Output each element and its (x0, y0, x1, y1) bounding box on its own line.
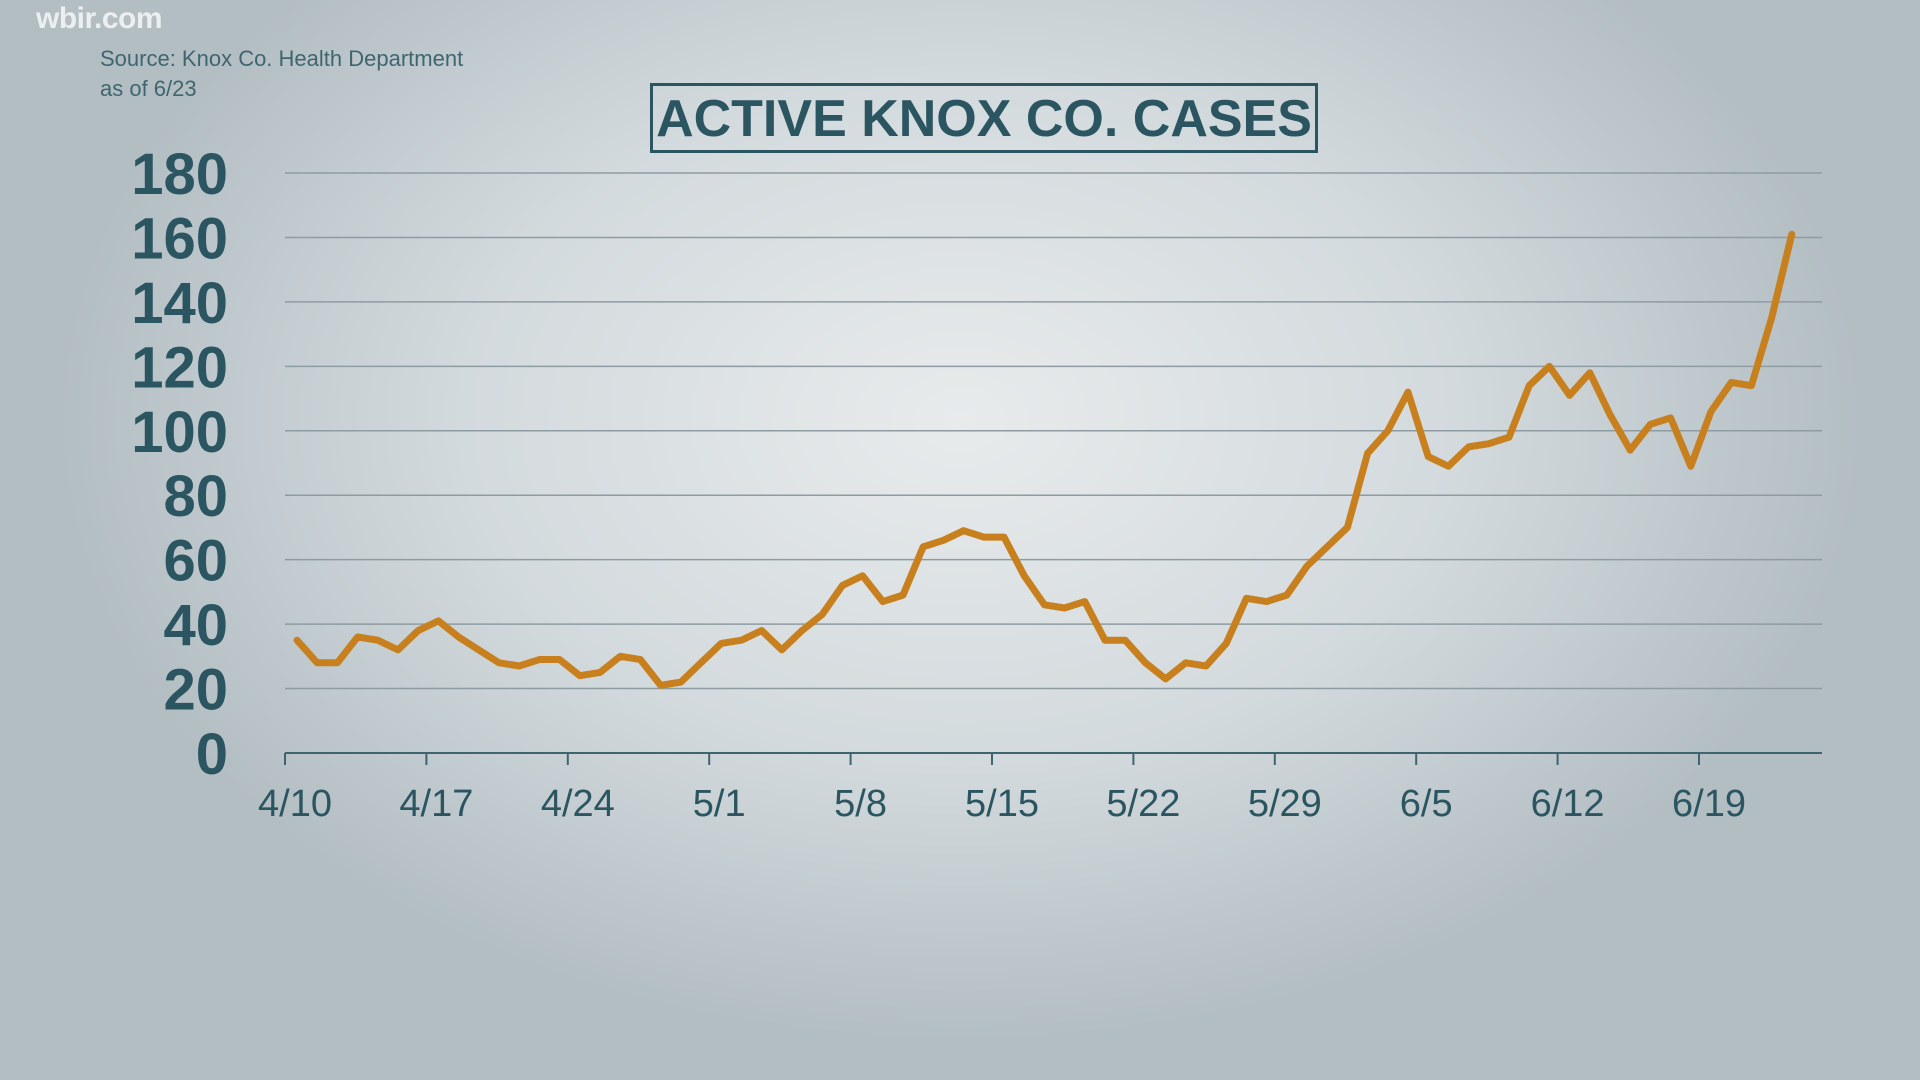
y-tick-label: 100 (131, 400, 228, 465)
x-tick-label: 6/5 (1400, 783, 1453, 825)
y-tick-label: 160 (131, 206, 228, 271)
as-of-date: as of 6/23 (100, 76, 197, 101)
y-tick-label: 60 (163, 529, 228, 594)
y-tick-label: 140 (131, 271, 228, 336)
y-tick-label: 40 (163, 593, 228, 658)
active-cases-line (293, 230, 1796, 689)
source-line: Source: Knox Co. Health Department (100, 46, 464, 71)
x-tick-label: 4/10 (258, 783, 332, 825)
y-tick-label: 180 (131, 142, 228, 207)
x-tick-label: 6/19 (1672, 783, 1746, 825)
y-tick-label: 20 (163, 658, 228, 723)
x-tick-label: 4/17 (399, 783, 473, 825)
x-tick-label: 5/8 (834, 783, 887, 825)
x-tick-label: 5/1 (693, 783, 746, 825)
y-tick-label: 0 (196, 722, 228, 787)
chart-title: ACTIVE KNOX CO. CASES (650, 83, 1318, 153)
x-tick-label: 4/24 (541, 783, 615, 825)
x-tick-label: 6/12 (1531, 783, 1605, 825)
x-tick-label: 5/15 (965, 783, 1039, 825)
x-tick-label: 5/29 (1248, 783, 1322, 825)
y-tick-label: 80 (163, 464, 228, 529)
source-note: Source: Knox Co. Health Department as of… (100, 44, 463, 104)
wbir-watermark-logo: wbir.com (36, 2, 163, 35)
y-tick-label: 120 (131, 335, 228, 400)
x-tick-label: 5/22 (1106, 783, 1180, 825)
